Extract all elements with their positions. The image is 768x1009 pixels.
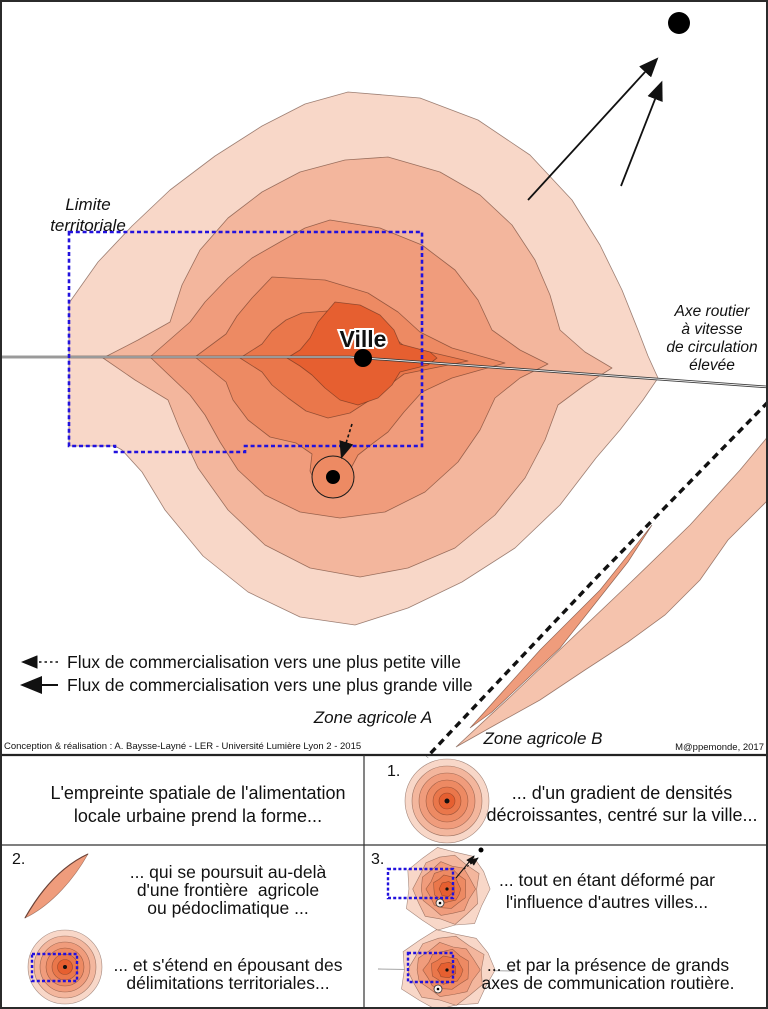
step3-bottom-line1: ... et par la présence de grands [487, 955, 729, 975]
flux-to-smaller-town-arrow [339, 423, 354, 460]
smaller-town-symbol [311, 423, 355, 499]
step1-gradient-figure [404, 758, 490, 844]
zone-b-label: Zone agricole B [482, 729, 602, 748]
step3-top-line2: l'influence d'autres villes... [506, 892, 708, 912]
step1-number: 1. [387, 763, 400, 780]
step2-top-line1: ... qui se poursuit au-delà [130, 862, 327, 882]
step2-territory-figure [27, 929, 103, 1005]
legend: Flux de commercialisation vers une plus … [20, 652, 473, 695]
step3-top-line1: ... tout en étant déformé par [499, 870, 715, 890]
step3b-small-town-dot [436, 987, 440, 991]
panel-intro: L'empreinte spatiale de l'alimentation l… [50, 783, 345, 826]
step2-number: 2. [12, 851, 25, 868]
step3-road-stretched-figure [401, 929, 496, 1009]
flux-to-larger-city-arrow-1 [527, 57, 659, 201]
larger-city-symbol [527, 12, 690, 201]
zone-a-label: Zone agricole A [313, 708, 432, 727]
smaller-town-dot [326, 470, 340, 484]
explanatory-panel: L'empreinte spatiale de l'alimentation l… [0, 753, 768, 1009]
territorial-limit-label-line2: territoriale [50, 216, 126, 235]
intro-line2: locale urbaine prend la forme... [74, 806, 322, 826]
step2-bottom-line1: ... et s'étend en épousant des [113, 955, 342, 975]
step2-territorial-limit-rect [30, 952, 79, 983]
frontier-sliver [469, 524, 653, 729]
step3b-territorial-limit-rect [406, 951, 455, 984]
city-dot [354, 349, 372, 367]
road-axis-label-line4: élevée [689, 357, 735, 374]
step3-bottom-line2: axes de communication routière. [482, 973, 735, 993]
road-axis-label-line1: Axe routier [674, 303, 751, 320]
flux-to-larger-city-arrow-2 [620, 80, 663, 187]
step1-line2: décroissantes, centré sur la ville... [486, 805, 757, 825]
step3-number: 3. [371, 851, 384, 868]
credit-author: Conception & réalisation : A. Baysse-Lay… [4, 741, 361, 752]
main-diagram: Ville Limite territoriale Axe routier à … [0, 12, 768, 759]
panel-step-2: 2. ... qui se poursuit au-delà d'une fro… [12, 851, 343, 1005]
step3a-flux-arrow-dashed [463, 857, 479, 870]
territorial-limit-label-line1: Limite [65, 195, 110, 214]
step1-line1: ... d'un gradient de densités [512, 783, 733, 803]
panel-step-1: 1. ... d'un gradient de densités décrois… [387, 758, 758, 844]
intro-line1: L'empreinte spatiale de l'alimentation [50, 783, 345, 803]
larger-city-dot [668, 12, 690, 34]
step3a-other-city-dot [478, 847, 484, 853]
step3a-territorial-limit-rect [386, 867, 455, 900]
territorial-limit-boundary [67, 230, 424, 454]
density-gradient-rings [68, 91, 659, 626]
agricultural-frontier-dashed-line [425, 400, 768, 759]
legend-label-small-city: Flux de commercialisation vers une plus … [67, 652, 461, 672]
zone-b-crescent [455, 435, 768, 748]
panel-step-3: 3. ... tout en étant déformé par l'influ… [371, 847, 734, 1009]
step2-top-line2: d'une frontière agricole [137, 880, 319, 900]
step2-bottom-line2: délimitations territoriales... [126, 973, 329, 993]
step3a-small-town-dot [438, 901, 442, 905]
road-axis-label-line2: à vitesse [681, 321, 743, 338]
step3-deformed-figure [406, 847, 491, 931]
step2-frontier-sliver-figure [24, 853, 89, 919]
legend-label-large-city: Flux de commercialisation vers une plus … [67, 675, 473, 695]
step2-top-line3: ou pédoclimatique ... [147, 898, 309, 918]
road-axis [0, 355, 768, 389]
city-label: Ville [340, 326, 387, 352]
road-axis-label-line3: de circulation [666, 339, 757, 356]
annotation-labels: Limite territoriale Axe routier à vitess… [50, 195, 757, 748]
credit-journal: M@ppemonde, 2017 [675, 742, 764, 753]
